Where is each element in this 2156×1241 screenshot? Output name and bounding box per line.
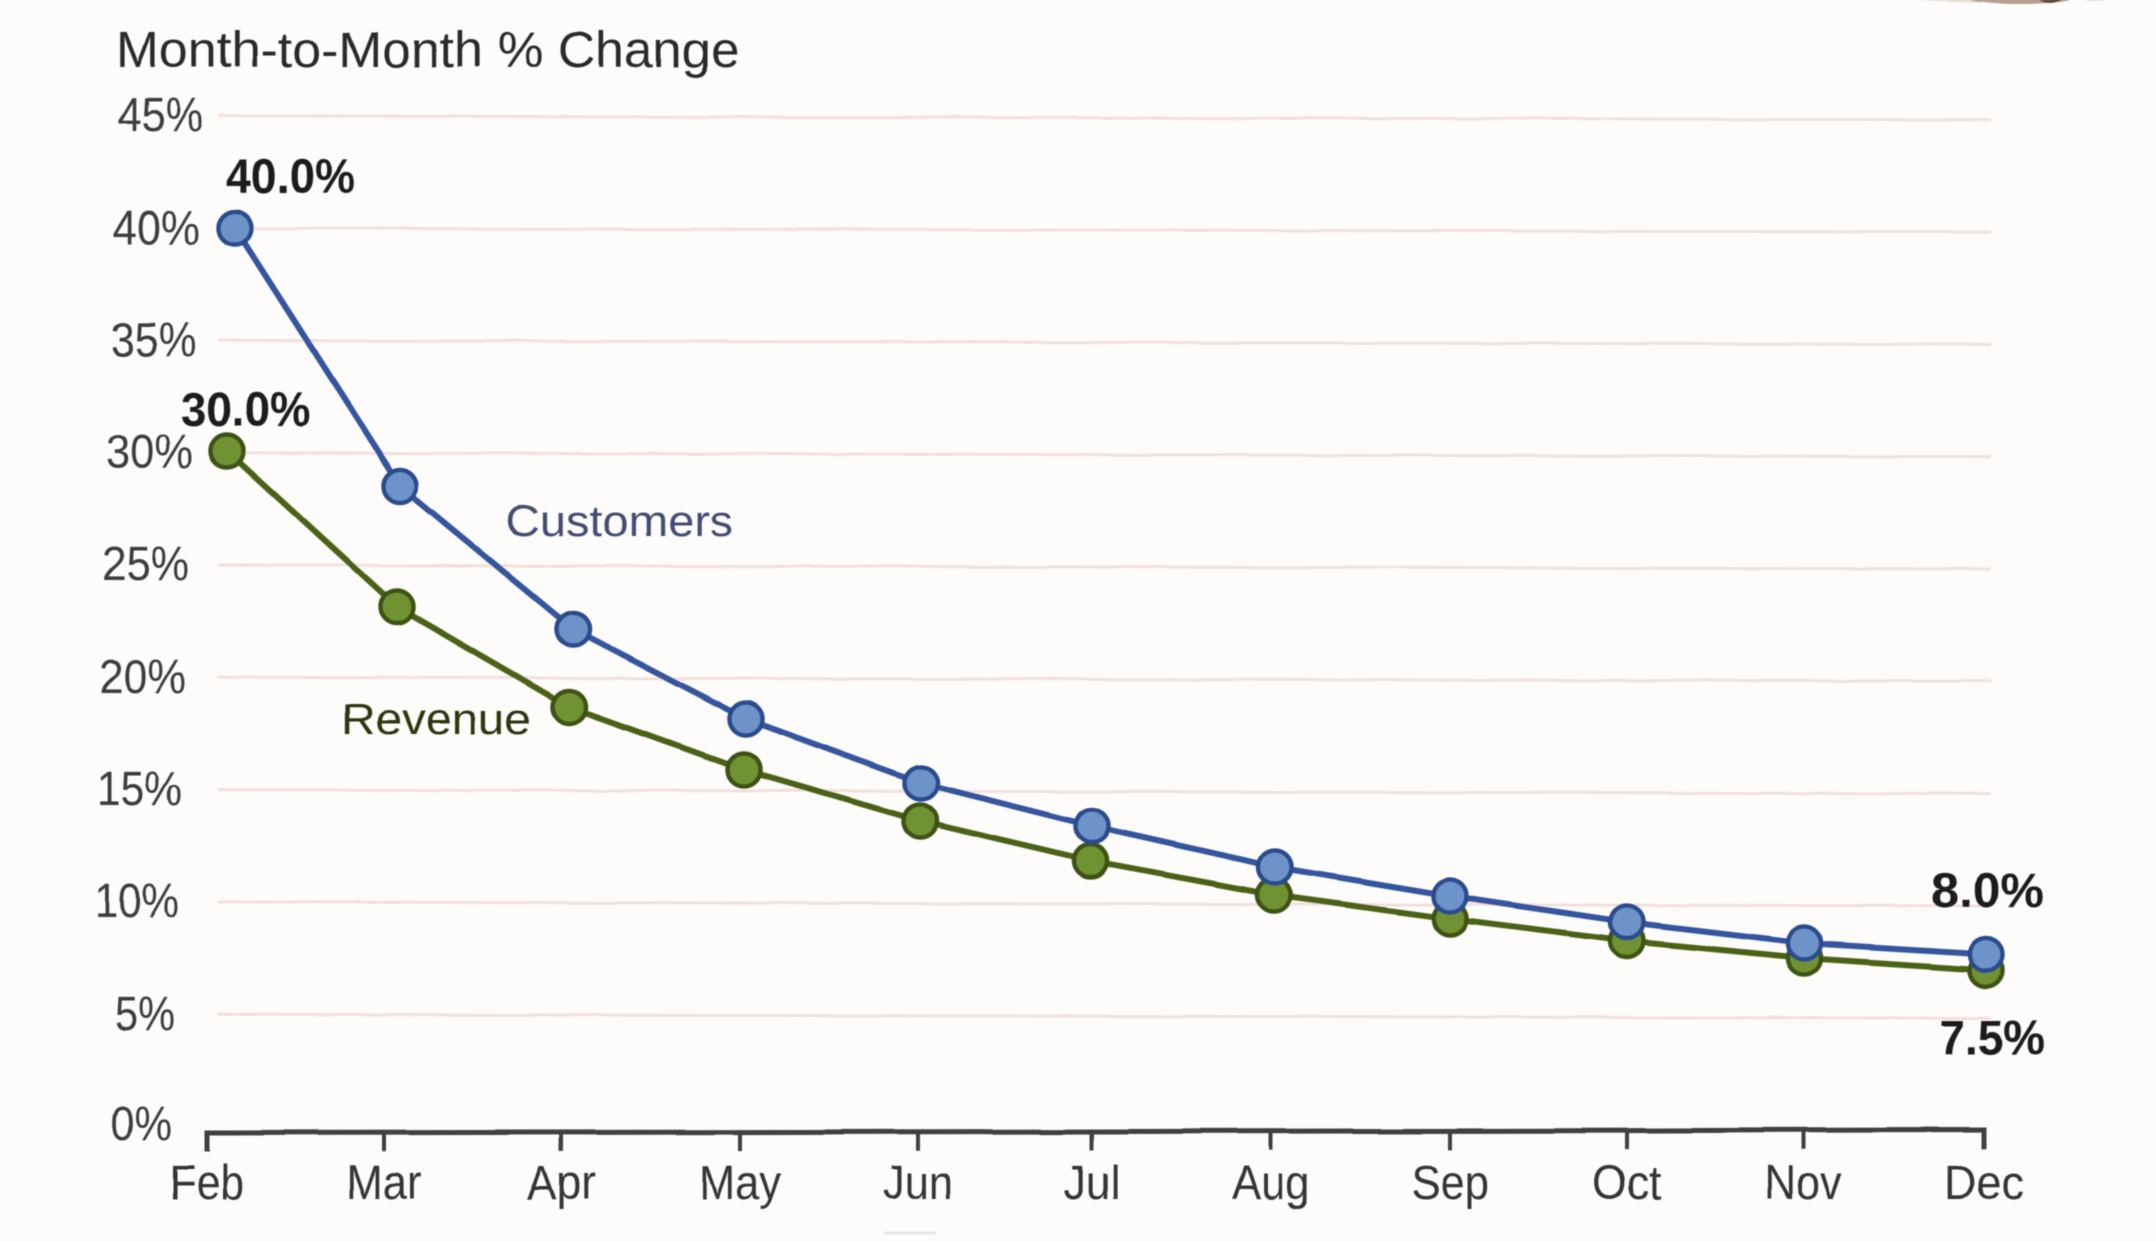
svg-text:Mar: Mar (347, 1157, 422, 1210)
svg-text:7.5%: 7.5% (1939, 1012, 2045, 1065)
svg-text:Aug: Aug (1232, 1157, 1310, 1210)
svg-text:15%: 15% (97, 763, 182, 816)
svg-text:40.0%: 40.0% (226, 151, 355, 204)
svg-text:0%: 0% (111, 1098, 172, 1151)
svg-text:Apr: Apr (527, 1157, 596, 1210)
svg-text:25%: 25% (102, 538, 189, 591)
svg-text:Month-to-Month % Change: Month-to-Month % Change (116, 22, 740, 78)
svg-text:30.0%: 30.0% (181, 384, 310, 437)
svg-text:45%: 45% (118, 89, 203, 142)
svg-text:Oct: Oct (1593, 1157, 1662, 1210)
svg-text:5%: 5% (115, 988, 175, 1041)
svg-text:Jun: Jun (883, 1157, 953, 1210)
svg-text:30%: 30% (106, 426, 193, 479)
svg-text:Nov: Nov (1764, 1157, 1842, 1210)
svg-text:Jul: Jul (1064, 1157, 1120, 1210)
svg-text:8.0%: 8.0% (1931, 865, 2044, 918)
svg-text:35%: 35% (111, 314, 196, 367)
svg-text:10%: 10% (95, 875, 179, 928)
svg-text:Customers: Customers (506, 497, 733, 546)
svg-text:May: May (699, 1157, 781, 1210)
svg-text:40%: 40% (112, 202, 200, 255)
svg-text:Revenue: Revenue (341, 695, 531, 744)
svg-text:Feb: Feb (170, 1157, 244, 1210)
svg-text:Dec: Dec (1944, 1157, 2024, 1210)
svg-text:Sep: Sep (1411, 1157, 1489, 1210)
svg-text:20%: 20% (99, 651, 186, 704)
